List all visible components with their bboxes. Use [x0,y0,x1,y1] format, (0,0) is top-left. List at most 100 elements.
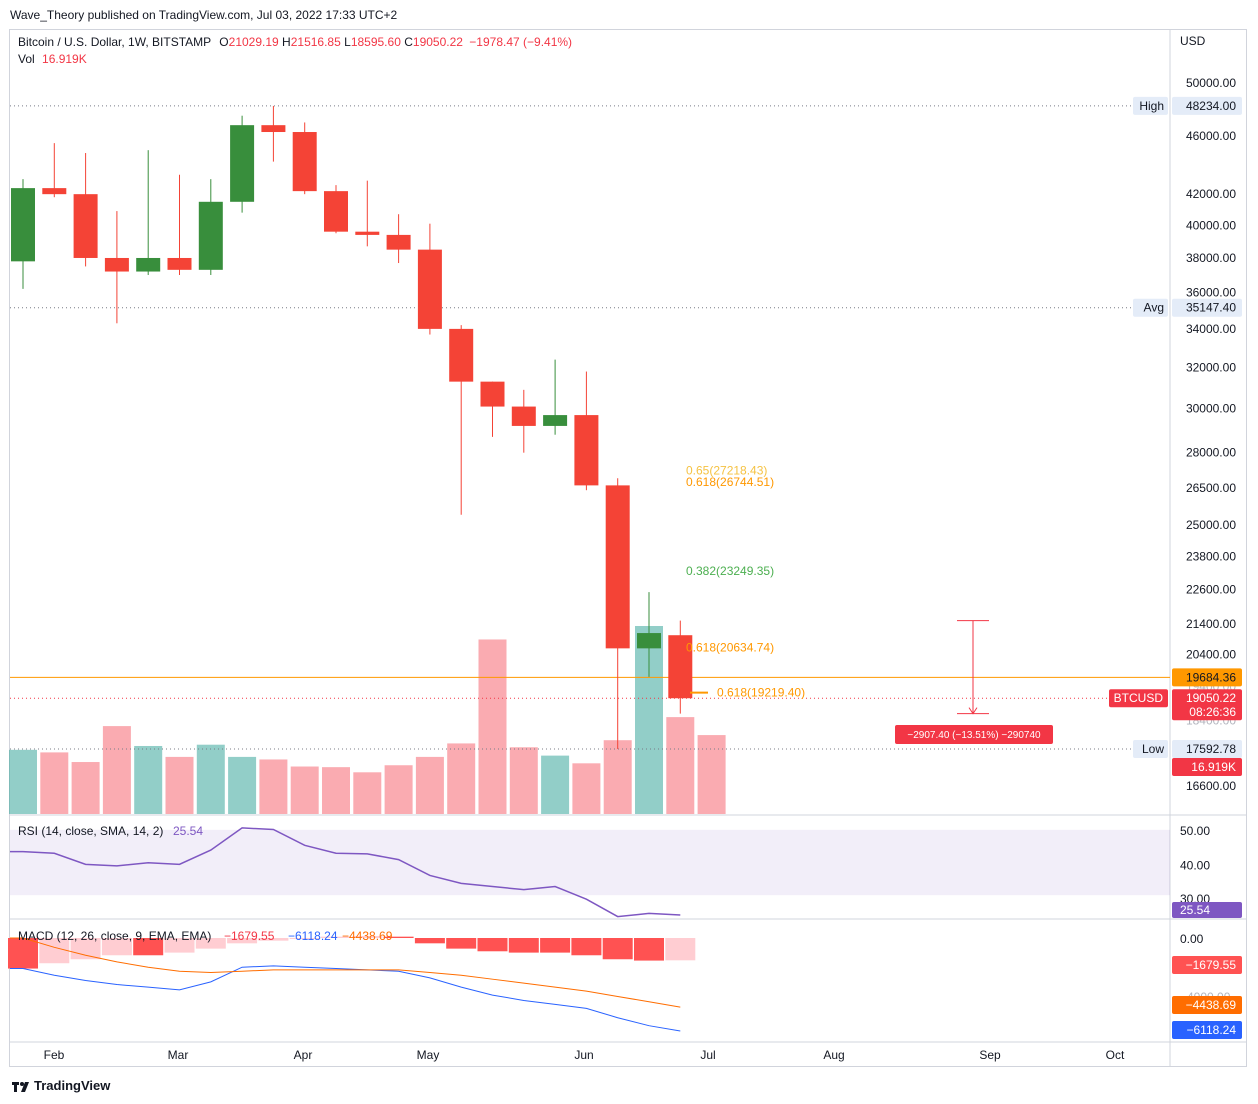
candle-up[interactable] [543,415,568,426]
candle-up[interactable] [136,257,161,272]
fib-level-label: 0.618(19219.40) [717,686,805,700]
candle-down[interactable] [292,132,317,192]
ticker-label-box [1109,689,1168,708]
volume-bar [509,747,538,814]
macd-histogram-bar [289,938,320,939]
volume-bar [134,745,163,814]
symbol-title: Bitcoin / U.S. Dollar, 1W, BITSTAMP [18,35,211,49]
macd-hist-tag: −1679.55 [1186,958,1237,972]
candle-down[interactable] [73,194,98,258]
candle-down[interactable] [386,234,411,250]
measure-arrow-icon [968,707,978,715]
time-axis-label: Oct [1106,1048,1125,1062]
volume-label: Vol [18,52,35,66]
candle-up[interactable] [637,633,661,649]
price-tick-label: 36000.00 [1186,285,1236,299]
ticker-price-box [1172,689,1242,721]
measure-label-box [895,725,1053,744]
candle-down[interactable] [511,406,536,426]
tradingview-logo-icon [12,1081,29,1092]
macd-histogram-bar [70,938,101,960]
avg-label-box [1133,298,1168,317]
ticker-price-tag: 19050.22 [1186,691,1236,705]
volume-bar [384,765,413,814]
candle-down[interactable] [261,125,286,133]
tradingview-brand[interactable]: TradingView [12,1078,110,1093]
macd-histogram-bar [39,938,70,964]
candle-up[interactable] [230,125,255,202]
candle-down[interactable] [605,485,630,649]
signal-line-value: −4438.69 [342,929,393,943]
high-label: H [282,35,291,49]
time-axis-label: Jun [574,1048,593,1062]
macd-histogram-bar [101,938,132,956]
volume-bar [259,759,288,814]
candle-down[interactable] [42,188,67,195]
price-tick-label: 23800.00 [1186,549,1236,563]
price-tick-label: 22600.00 [1186,582,1236,596]
macd-histogram-bar [571,938,602,956]
price-tick-label: 40000.00 [1186,218,1236,232]
volume-bar [40,752,69,814]
low-label-box [1133,739,1168,758]
high-value: 21516.85 [290,35,341,49]
avg-value-tag: 35147.40 [1186,301,1236,315]
macd-tick-label: 0.00 [1180,932,1204,946]
price-tick-label: 25000.00 [1186,518,1236,532]
candle-down[interactable] [449,328,474,382]
signal-line[interactable] [10,937,681,1008]
high-label: High [1139,99,1164,113]
volume-legend[interactable]: Vol 16.919K [18,52,87,66]
measure-label: −2907.40 (−13.51%) −290740 [907,730,1041,741]
volume-bar [71,762,100,814]
macd-histogram-bar [665,938,696,961]
signal-tag: −4438.69 [1186,998,1237,1012]
last-price-tag-box [1172,668,1242,687]
rsi-value-tag: 25.54 [1180,903,1210,917]
macd-hist-tag-box [1172,956,1242,974]
volume-bar [666,717,695,814]
candle-down[interactable] [324,191,348,232]
price-tick-label: 16600.00 [1186,779,1236,793]
macd-histogram-bar [634,938,664,961]
macd-hist-value: −1679.55 [224,929,275,943]
signal-tag-box [1172,996,1242,1014]
macd-line[interactable] [10,965,681,1032]
candle-down[interactable] [480,381,505,407]
ticker-label: BTCUSD [1114,691,1164,705]
price-tick-label: 30000.00 [1186,402,1236,416]
open-value: 21029.19 [228,35,279,49]
rsi-value-tag-box [1172,902,1242,918]
macd-tag: −6118.24 [1187,1023,1237,1037]
rsi-line[interactable] [10,827,681,918]
candle-up[interactable] [198,201,223,270]
fib-level-label: 0.382(23249.35) [686,564,774,578]
candle-down[interactable] [104,257,129,272]
candle-up[interactable] [11,188,35,262]
rsi-title: RSI (14, close, SMA, 14, 2) [18,824,163,838]
candle-down[interactable] [668,635,693,699]
rsi-value: 25.54 [173,824,203,838]
macd-histogram-bar [164,938,195,953]
low-label: Low [1142,742,1164,756]
high-label-box [1133,96,1168,115]
symbol-legend[interactable]: Bitcoin / U.S. Dollar, 1W, BITSTAMP O210… [18,35,572,49]
candle-down[interactable] [167,257,192,270]
volume-bar [165,756,194,814]
candle-down[interactable] [417,249,442,329]
macd-line-value: −6118.24 [288,929,338,943]
rsi-band [10,829,1170,896]
low-label: L [344,35,351,49]
volume-bar [447,743,476,814]
candle-down[interactable] [355,231,380,235]
macd-histogram-bar [258,938,289,941]
candle-down[interactable] [574,415,599,486]
volume-bar [322,767,350,814]
macd-histogram-bar [446,938,477,949]
time-axis-label: Jul [700,1048,715,1062]
volume-bar [290,766,319,814]
price-tick-label: 21400.00 [1186,617,1236,631]
price-tick-label: 50000.00 [1186,76,1236,90]
volume-bar [541,755,570,814]
